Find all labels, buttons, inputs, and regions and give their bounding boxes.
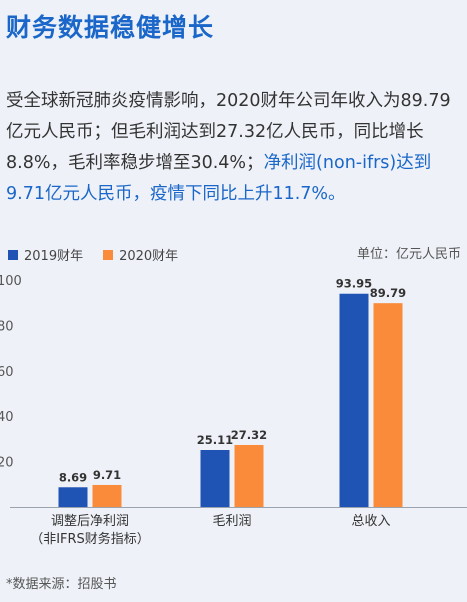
y-tick-label: 80 [0, 319, 14, 334]
page-title: 财务数据稳健增长 [6, 13, 215, 42]
legend-item-2020: 2020财年 [103, 245, 178, 264]
x-category-label: 毛利润 [212, 514, 251, 529]
legend-item-2019: 2019财年 [8, 245, 83, 264]
bar-value-label: 27.32 [231, 428, 267, 442]
unit-label: 单位：亿元人民币 [356, 247, 461, 262]
summary-paragraph: 受全球新冠肺炎疫情影响，2020财年公司年收入为89.79亿元人民币；但毛利润达… [6, 86, 464, 210]
x-category-label: （非IFRS财务指标） [30, 531, 150, 547]
bar-value-label: 9.71 [93, 468, 121, 482]
bar-value-label: 8.69 [59, 470, 87, 484]
bar-chart: 20 40 60 80 100 8.69 9.71 调整后净利润 （非IFRS财务指标） 25.1… [0, 274, 467, 547]
summary-highlight: 净利润(non-ifrs)达到9.71亿元人民币，疫情下同比上升11.7%。 [6, 153, 432, 204]
x-category-label: 总收入 [351, 514, 390, 529]
bar-2020 [373, 303, 403, 507]
bar-2019 [200, 450, 230, 507]
x-category-label: 调整后净利润 [51, 514, 129, 529]
legend-label-2020: 2020财年 [119, 249, 179, 264]
bar-value-label: 25.11 [197, 433, 233, 447]
chart-legend: 2019财年 2020财年 [8, 245, 198, 264]
legend-swatch-2020 [103, 249, 114, 260]
y-tick-label: 60 [0, 365, 14, 380]
bar-2019 [339, 293, 369, 507]
bar-2020 [234, 444, 264, 507]
bar-2020 [92, 484, 122, 507]
summary-text: 受全球新冠肺炎疫情影响，2020财年公司年收入为89.79亿元人民币；但毛利润达… [6, 91, 451, 173]
bar-value-label: 93.95 [336, 277, 372, 291]
legend-swatch-2019 [8, 249, 18, 260]
bar-2019 [58, 487, 88, 507]
y-tick-label: 100 [0, 274, 22, 289]
legend-label-2019: 2019财年 [24, 249, 84, 264]
y-tick-label: 40 [0, 410, 14, 425]
bar-value-label: 89.79 [370, 286, 406, 300]
y-tick-label: 20 [0, 456, 14, 471]
data-source: *数据来源：招股书 [6, 577, 117, 592]
